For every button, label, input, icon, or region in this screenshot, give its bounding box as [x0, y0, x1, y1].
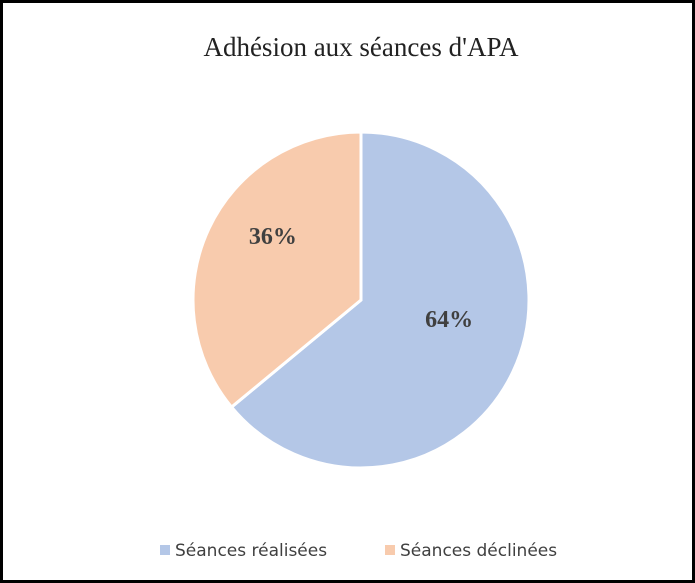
pie-slice [229, 130, 531, 470]
legend-label: Séances réalisées [175, 541, 327, 561]
chart-title: Adhésion aux séances d'APA [203, 32, 519, 62]
data-label: 64% [425, 307, 473, 333]
pie-slice [191, 130, 363, 410]
legend-label: Séances déclinées [400, 541, 557, 561]
data-label: 36% [249, 224, 297, 250]
legend-marker [385, 545, 395, 555]
legend-marker [160, 545, 170, 555]
